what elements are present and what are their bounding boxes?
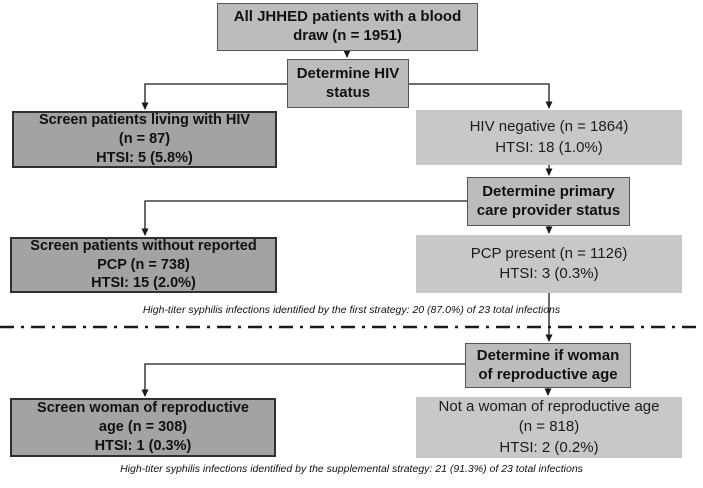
- caption-first-strategy: High-titer syphilis infections identifie…: [142, 304, 561, 316]
- box-determine-reproductive-age: Determine if woman of reproductive age: [465, 343, 631, 388]
- box-line: Screen patients without reported: [30, 237, 257, 254]
- box-line: HTSI: 15 (2.0%): [91, 275, 196, 292]
- connector: [141, 200, 467, 236]
- box-line: draw (n = 1951): [293, 27, 402, 44]
- box-line: (n = 87): [118, 131, 171, 148]
- box-line: All JHHED patients with a blood: [233, 8, 462, 26]
- box-determine-hiv-status: Determine HIV status: [287, 59, 409, 108]
- box-screen-patients-with-hiv: Screen patients living with HIV (n = 87)…: [12, 111, 277, 168]
- box-line: Determine primary: [482, 182, 615, 200]
- box-line: Screen patients living with HIV: [38, 112, 251, 129]
- box-line: of reproductive age: [478, 365, 618, 383]
- connector: [409, 83, 553, 109]
- box-line: HTSI: 1 (0.3%): [94, 437, 192, 454]
- box-screen-patients-without-pcp: Screen patients without reported PCP (n …: [10, 237, 277, 293]
- connector: [141, 83, 287, 110]
- box-line: Determine if woman: [476, 346, 620, 364]
- box-all-patients: All JHHED patients with a blood draw (n …: [217, 3, 478, 51]
- box-line: HIV negative (n = 1864): [469, 118, 629, 136]
- box-line: HTSI: 5 (5.8%): [96, 149, 193, 166]
- box-line: care provider status: [476, 201, 621, 219]
- box-line: Screen woman of reproductive: [37, 400, 249, 417]
- box-screen-woman-reproductive-age: Screen woman of reproductive age (n = 30…: [10, 398, 276, 457]
- box-line: Not a woman of reproductive age: [438, 398, 660, 416]
- box-not-woman-reproductive-age: Not a woman of reproductive age (n = 818…: [416, 397, 682, 458]
- box-line: PCP present (n = 1126): [470, 244, 628, 262]
- box-line: (n = 818): [518, 418, 580, 436]
- connector: [141, 363, 465, 397]
- box-line: HTSI: 3 (0.3%): [499, 265, 599, 282]
- box-line: HTSI: 2 (0.2%): [499, 438, 599, 456]
- box-determine-pcp-status: Determine primary care provider status: [467, 177, 630, 226]
- box-line: PCP (n = 738): [97, 256, 190, 273]
- box-line: HTSI: 18 (1.0%): [495, 138, 603, 156]
- box-line: age (n = 308): [98, 419, 188, 436]
- box-hiv-negative: HIV negative (n = 1864) HTSI: 18 (1.0%): [416, 110, 682, 165]
- box-pcp-present: PCP present (n = 1126) HTSI: 3 (0.3%): [416, 235, 682, 293]
- box-line: status: [325, 83, 371, 101]
- caption-supplemental-strategy: High-titer syphilis infections identifie…: [120, 463, 583, 475]
- box-line: Determine HIV: [296, 64, 400, 82]
